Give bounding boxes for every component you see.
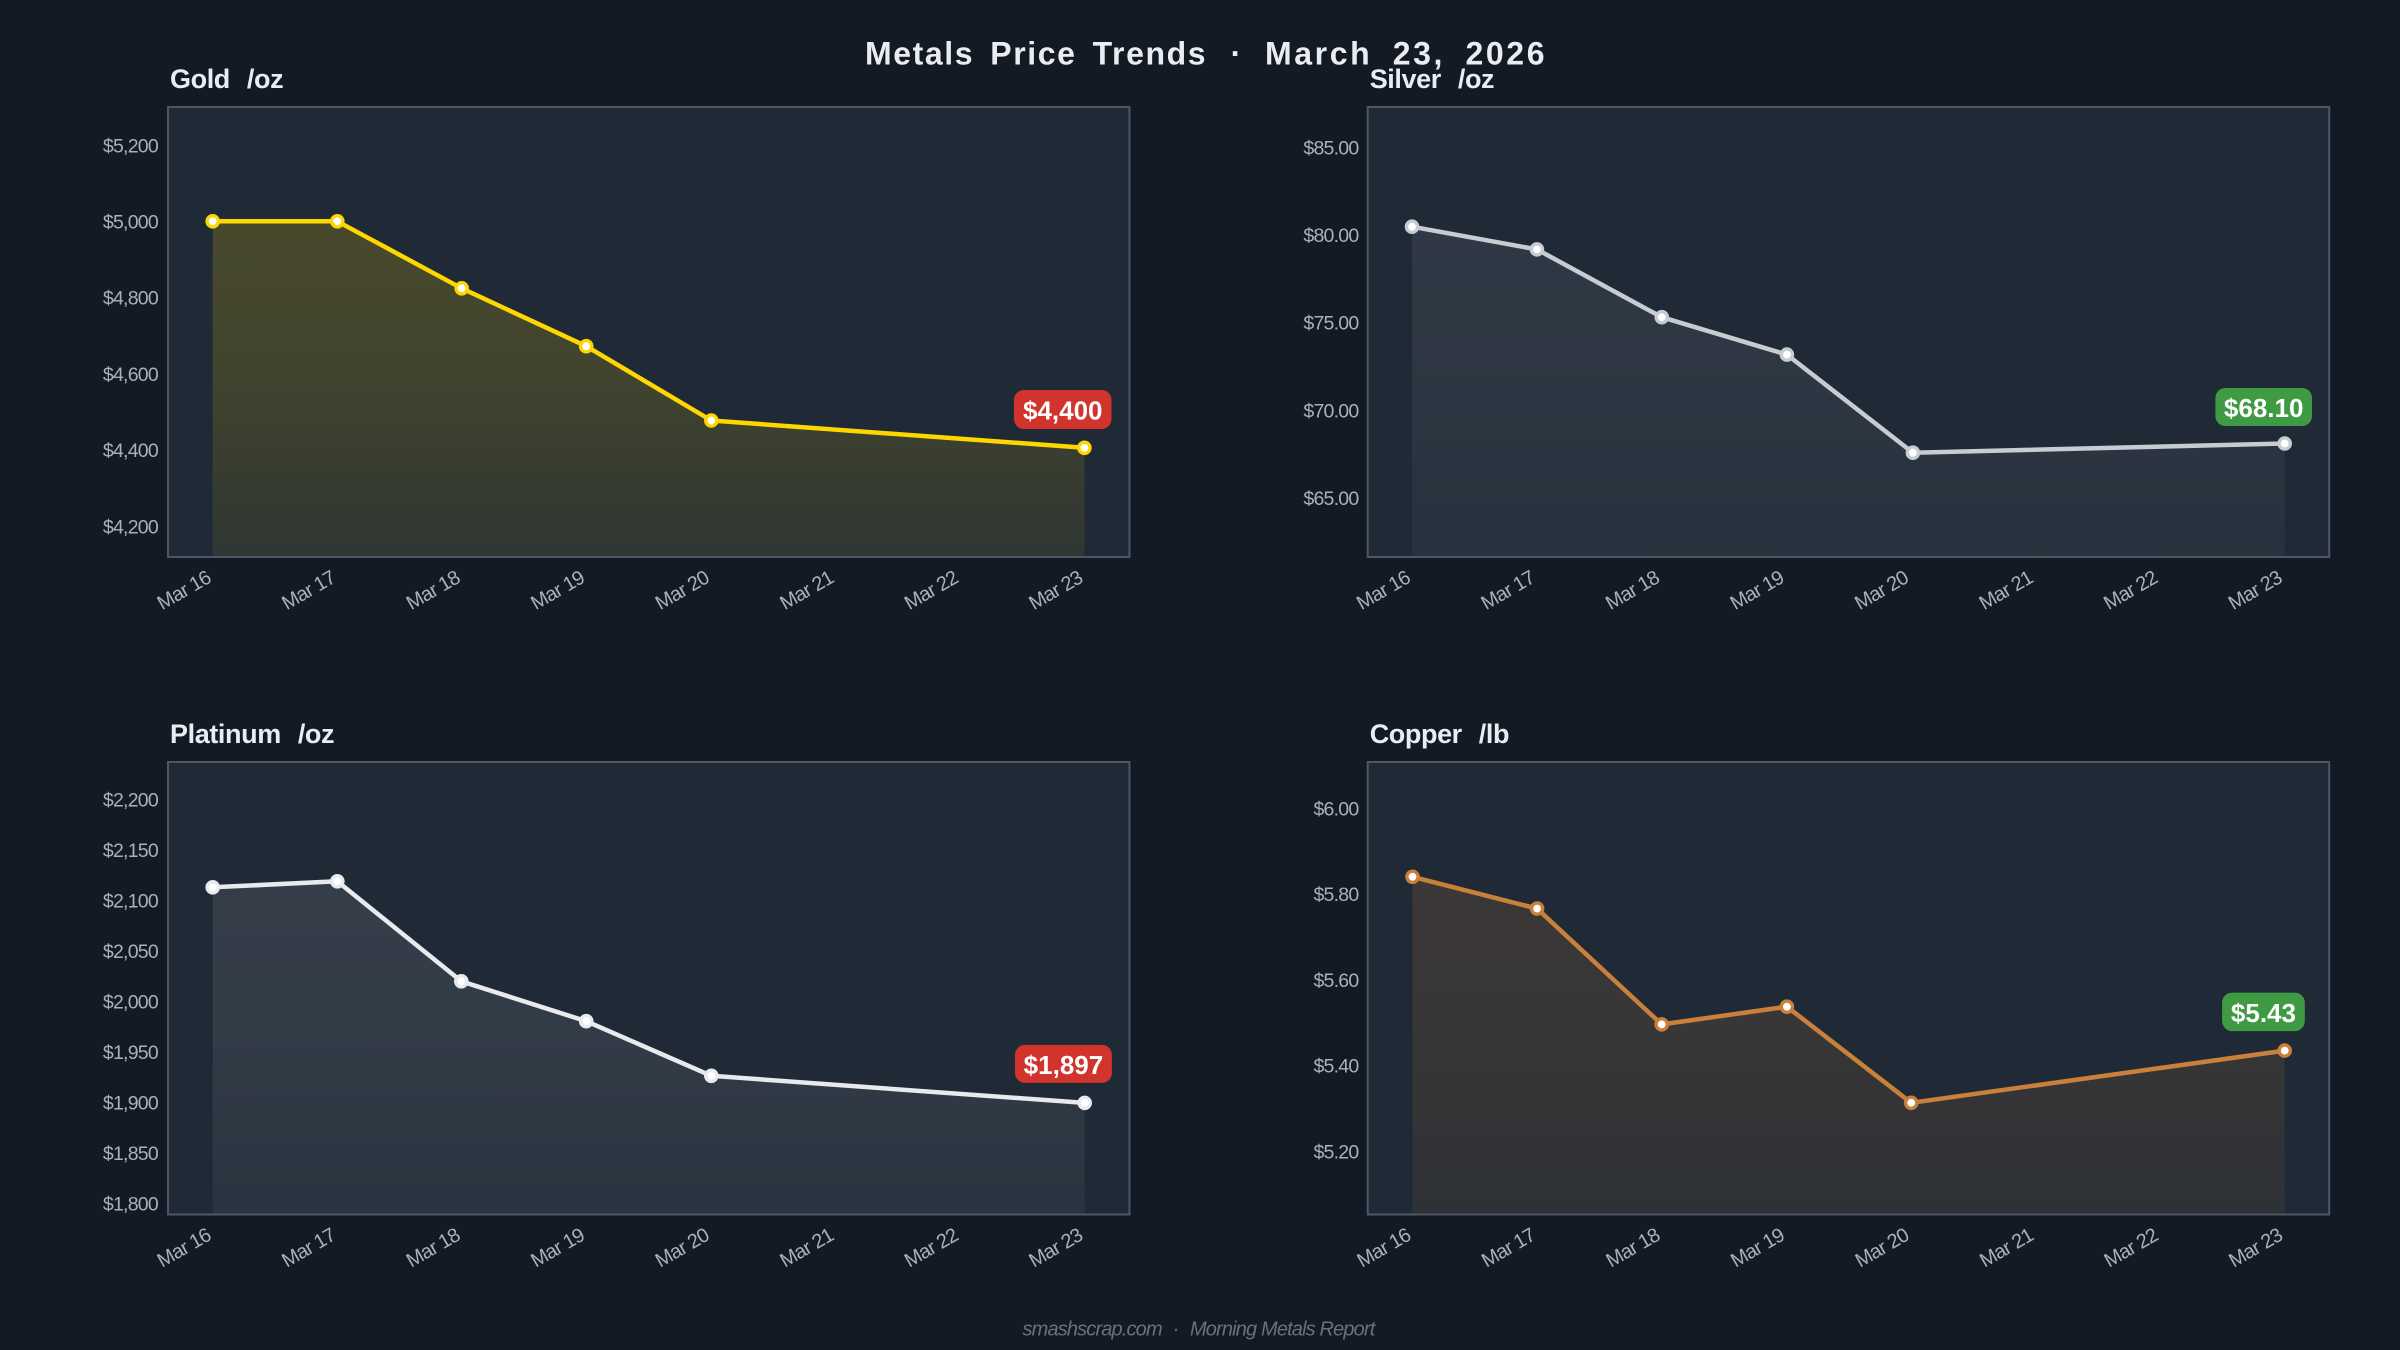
svg-text:smashscrap.com: smashscrap.com	[1023, 1318, 1162, 1340]
svg-text:Copper/lb: Copper/lb	[1370, 719, 1509, 749]
svg-text:$5,000: $5,000	[103, 211, 159, 233]
svg-text:$2,000: $2,000	[103, 992, 159, 1014]
svg-text:Gold/oz: Gold/oz	[170, 64, 283, 94]
svg-text:$4,800: $4,800	[103, 288, 159, 310]
svg-text:Silver/oz: Silver/oz	[1370, 64, 1494, 94]
svg-text:$1,900: $1,900	[103, 1093, 159, 1115]
svg-text:$5.40: $5.40	[1313, 1056, 1359, 1078]
svg-text:$68.10: $68.10	[2224, 393, 2304, 423]
svg-text:Platinum/oz: Platinum/oz	[170, 719, 334, 749]
svg-text:$4,400: $4,400	[1023, 396, 1103, 426]
svg-text:$5.80: $5.80	[1313, 884, 1359, 906]
svg-text:·: ·	[1231, 36, 1242, 72]
svg-text:$80.00: $80.00	[1303, 225, 1359, 247]
svg-text:$2,100: $2,100	[103, 890, 159, 912]
svg-text:$2,050: $2,050	[103, 941, 159, 963]
svg-text:$75.00: $75.00	[1303, 313, 1359, 335]
svg-text:$5.60: $5.60	[1313, 970, 1359, 992]
svg-text:$5.20: $5.20	[1313, 1141, 1359, 1163]
svg-text:$1,897: $1,897	[1024, 1050, 1104, 1080]
svg-text:$5.43: $5.43	[2231, 998, 2296, 1028]
svg-text:March 23, 2026: March 23, 2026	[1265, 36, 1547, 72]
svg-text:·: ·	[1173, 1318, 1180, 1340]
svg-text:$70.00: $70.00	[1303, 400, 1359, 422]
svg-text:$5,200: $5,200	[103, 136, 159, 158]
svg-text:$1,800: $1,800	[103, 1194, 159, 1216]
svg-text:$4,200: $4,200	[103, 517, 159, 539]
svg-text:$4,600: $4,600	[103, 364, 159, 386]
svg-text:Metals Price Trends: Metals Price Trends	[865, 36, 1207, 72]
svg-text:$65.00: $65.00	[1303, 488, 1359, 510]
svg-text:$2,200: $2,200	[103, 789, 159, 811]
svg-text:$1,950: $1,950	[103, 1042, 159, 1064]
svg-text:$1,850: $1,850	[103, 1143, 159, 1165]
svg-text:$4,400: $4,400	[103, 440, 159, 462]
svg-text:$6.00: $6.00	[1313, 798, 1359, 820]
svg-text:$85.00: $85.00	[1303, 138, 1359, 160]
svg-text:$2,150: $2,150	[103, 840, 159, 862]
svg-text:Morning Metals Report: Morning Metals Report	[1190, 1318, 1377, 1340]
